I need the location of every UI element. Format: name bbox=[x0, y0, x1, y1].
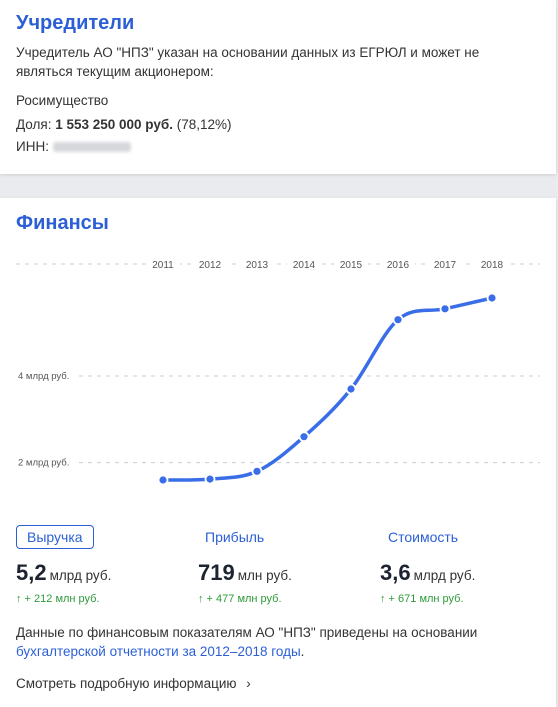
inn-value-blurred bbox=[52, 142, 131, 153]
y-tick-label: 2 млрд руб. bbox=[18, 458, 69, 469]
profit-delta: ↑ + 477 млн руб. bbox=[198, 593, 282, 605]
finance-note: Данные по финансовым показателям АО "НПЗ… bbox=[16, 623, 536, 661]
data-point bbox=[392, 314, 404, 326]
founders-card: Учредители Учредитель АО "НПЗ" указан на… bbox=[0, 0, 556, 174]
value-value: 3,6 млрд руб. bbox=[380, 560, 475, 586]
y-tick-bg bbox=[16, 368, 78, 384]
y-tick-label: 4 млрд руб. bbox=[18, 371, 69, 382]
x-tick-bg bbox=[334, 256, 368, 272]
data-point bbox=[298, 431, 310, 443]
data-point bbox=[251, 465, 263, 477]
x-tick-label: 2016 bbox=[387, 260, 410, 271]
series-line bbox=[161, 296, 494, 482]
x-tick-bg bbox=[428, 256, 462, 272]
share-label: Доля: bbox=[16, 117, 52, 132]
share-percent: (78,12%) bbox=[176, 117, 232, 132]
x-tick-bg bbox=[146, 256, 180, 272]
founders-title: Учредители bbox=[16, 12, 135, 34]
y-tick-bg bbox=[16, 454, 78, 471]
x-tick-bg bbox=[240, 256, 274, 272]
x-tick-bg bbox=[381, 256, 415, 272]
chevron-right-icon: › bbox=[246, 676, 251, 691]
value-delta: ↑ + 671 млн руб. bbox=[380, 593, 464, 605]
profit-number: 719 bbox=[198, 560, 235, 585]
metric-tab-value[interactable]: Стоимость bbox=[388, 529, 459, 545]
x-tick-label: 2014 bbox=[293, 260, 316, 271]
value-unit: млрд руб. bbox=[413, 568, 476, 583]
data-point bbox=[204, 473, 216, 485]
revenue-delta: ↑ + 212 млн руб. bbox=[16, 593, 100, 605]
profit-unit: млн руб. bbox=[237, 568, 292, 583]
x-tick-label: 2017 bbox=[434, 260, 457, 271]
data-point bbox=[345, 383, 357, 395]
founder-name-link[interactable]: Росимущество bbox=[16, 93, 109, 108]
metric-tab-revenue[interactable]: Выручка bbox=[16, 525, 94, 549]
share-amount: 1 553 250 000 руб. bbox=[55, 117, 173, 132]
founders-note: Учредитель АО "НПЗ" указан на основании … bbox=[16, 45, 480, 79]
accounting-report-link[interactable]: бухгалтерской отчетности за 2012–2018 го… bbox=[16, 644, 301, 659]
x-tick-bg bbox=[193, 256, 227, 272]
x-tick-label: 2015 bbox=[340, 260, 363, 271]
finance-note-text: Данные по финансовым показателям АО "НПЗ… bbox=[16, 625, 478, 640]
more-info-link[interactable]: Смотреть подробную информацию › bbox=[16, 676, 251, 691]
inn-label: ИНН: bbox=[16, 139, 49, 154]
finance-note-end: . bbox=[300, 644, 305, 659]
data-point bbox=[486, 292, 498, 304]
x-tick-label: 2012 bbox=[199, 260, 222, 271]
metric-tab-profit[interactable]: Прибыль bbox=[205, 529, 265, 545]
data-point bbox=[439, 303, 451, 315]
founder-share: Доля: 1 553 250 000 руб. (78,12%) bbox=[16, 117, 232, 132]
founder-inn: ИНН: bbox=[16, 139, 131, 154]
x-tick-label: 2018 bbox=[481, 260, 504, 271]
x-tick-label: 2013 bbox=[246, 260, 269, 271]
revenue-number: 5,2 bbox=[16, 560, 47, 585]
profit-value: 719 млн руб. bbox=[198, 560, 292, 586]
finance-title: Финансы bbox=[16, 212, 109, 234]
revenue-value: 5,2 млрд руб. bbox=[16, 560, 111, 586]
value-number: 3,6 bbox=[380, 560, 411, 585]
x-tick-bg bbox=[287, 256, 321, 272]
more-info-label: Смотреть подробную информацию bbox=[16, 676, 237, 691]
x-tick-bg bbox=[475, 256, 509, 272]
x-tick-label: 2011 bbox=[152, 260, 174, 271]
data-point bbox=[157, 474, 169, 486]
revenue-line-chart: 2011 2012 2013 2014 2015 2016 2017 2018 4 млрд р… bbox=[16, 256, 540, 486]
finance-card: Финансы 2011 2012 2013 2014 2015 2016 2017 2018… bbox=[0, 198, 556, 707]
revenue-unit: млрд руб. bbox=[49, 568, 112, 583]
